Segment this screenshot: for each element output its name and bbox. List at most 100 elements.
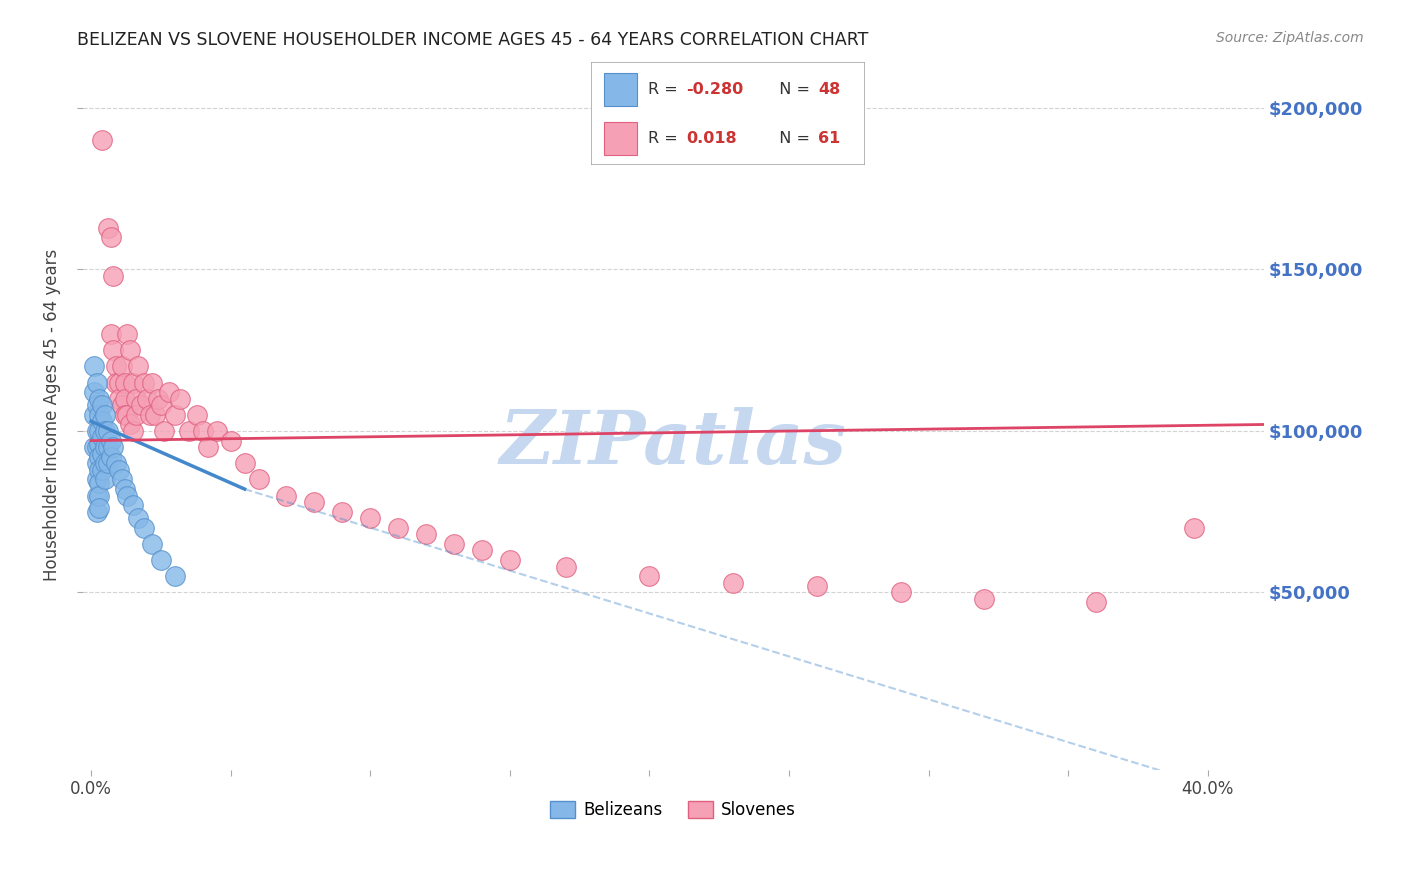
Point (120, 417, 142, 432)
Point (89, 463, 111, 477)
Text: Source: ZipAtlas.com: Source: ZipAtlas.com (1216, 31, 1364, 45)
Point (86, 472, 108, 486)
Point (117, 489, 139, 503)
Point (86, 440, 108, 454)
Point (125, 408, 148, 422)
Point (108, 392, 131, 406)
Point (554, 559, 576, 574)
Point (100, 327, 122, 342)
Point (111, 472, 134, 486)
Point (114, 408, 136, 422)
Point (91, 446, 114, 460)
Point (1182, 521, 1205, 535)
FancyBboxPatch shape (605, 122, 637, 155)
Point (177, 424, 200, 438)
Point (91, 430, 114, 444)
Point (86, 424, 108, 438)
Point (91, 398, 114, 412)
Point (276, 489, 298, 503)
Point (105, 456, 128, 470)
Point (141, 376, 163, 390)
Point (186, 408, 208, 422)
Point (89, 475, 111, 490)
Point (197, 440, 219, 454)
Point (103, 440, 125, 454)
Point (638, 569, 661, 583)
Point (149, 398, 172, 412)
Point (97, 424, 120, 438)
Point (125, 392, 148, 406)
Y-axis label: Householder Income Ages 45 - 64 years: Householder Income Ages 45 - 64 years (44, 249, 60, 581)
Point (83, 385, 105, 400)
Point (114, 376, 136, 390)
Point (114, 482, 136, 496)
Point (94, 472, 117, 486)
Point (100, 450, 122, 464)
Text: ZIPatlas: ZIPatlas (499, 407, 846, 480)
Text: 61: 61 (818, 131, 841, 146)
Point (105, 376, 128, 390)
Point (163, 408, 186, 422)
Text: R =: R = (648, 81, 683, 96)
Point (83, 359, 105, 374)
Text: N =: N = (769, 81, 815, 96)
Point (100, 434, 122, 448)
Point (117, 408, 139, 422)
Point (94, 456, 117, 470)
Point (94, 408, 117, 422)
Point (122, 424, 145, 438)
Point (143, 408, 166, 422)
Text: BELIZEAN VS SLOVENE HOUSEHOLDER INCOME AGES 45 - 64 YEARS CORRELATION CHART: BELIZEAN VS SLOVENE HOUSEHOLDER INCOME A… (77, 31, 869, 49)
Point (111, 359, 134, 374)
Point (122, 376, 145, 390)
Point (86, 398, 108, 412)
Point (141, 537, 163, 551)
Point (191, 424, 214, 438)
Text: 0.018: 0.018 (686, 131, 737, 146)
Point (89, 501, 111, 516)
Point (89, 489, 111, 503)
Point (359, 511, 381, 525)
Point (86, 489, 108, 503)
Point (103, 343, 125, 358)
Point (86, 376, 108, 390)
Point (86, 505, 108, 519)
Point (89, 408, 111, 422)
Point (973, 591, 995, 606)
Point (129, 398, 152, 412)
Point (205, 424, 228, 438)
Point (890, 585, 912, 599)
Text: 48: 48 (818, 81, 841, 96)
Text: R =: R = (648, 131, 683, 146)
Point (127, 359, 149, 374)
Point (443, 537, 465, 551)
Point (91, 463, 114, 477)
Point (103, 268, 125, 283)
Point (138, 408, 160, 422)
FancyBboxPatch shape (591, 62, 865, 165)
Point (89, 424, 111, 438)
Point (108, 463, 131, 477)
Point (127, 511, 149, 525)
Point (233, 456, 256, 470)
Point (806, 579, 828, 593)
Point (152, 424, 174, 438)
Point (135, 392, 157, 406)
Point (132, 521, 155, 535)
Point (219, 434, 242, 448)
Point (149, 553, 172, 567)
Point (97, 220, 120, 235)
Point (83, 408, 105, 422)
Point (111, 398, 134, 412)
Point (169, 392, 191, 406)
Text: N =: N = (769, 131, 815, 146)
Point (415, 527, 437, 541)
Point (108, 376, 131, 390)
Point (100, 230, 122, 244)
Point (94, 424, 117, 438)
Point (86, 456, 108, 470)
Point (1085, 595, 1108, 609)
Point (122, 498, 145, 512)
Point (120, 343, 142, 358)
Point (146, 392, 169, 406)
